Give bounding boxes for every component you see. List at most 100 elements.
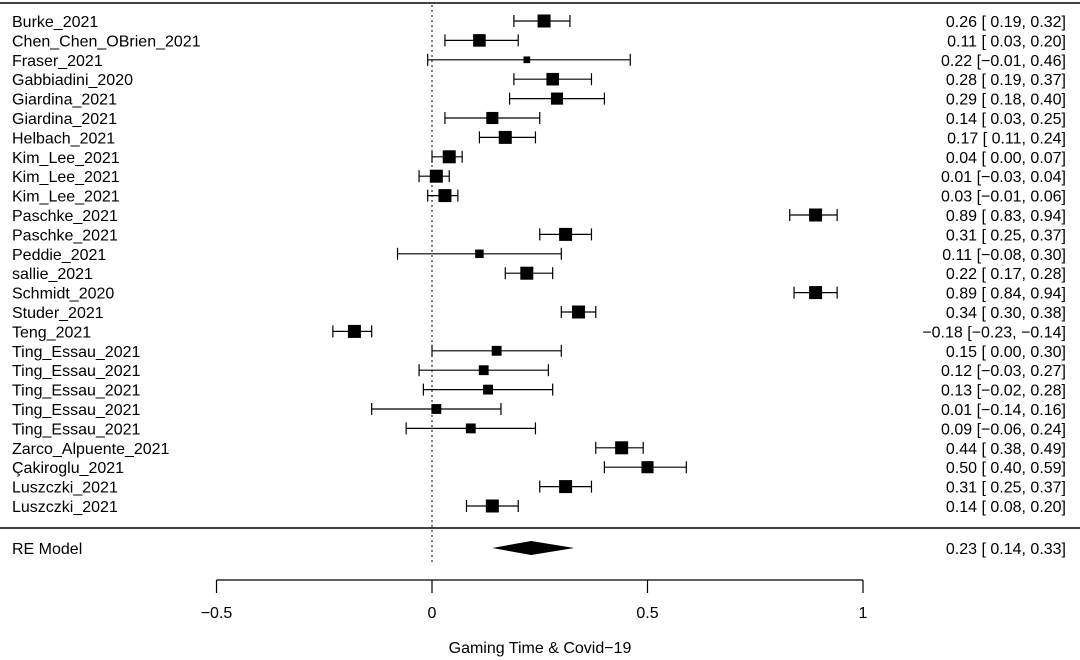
ci-value-label: 0.11 [−0.08, 0.30] (942, 247, 1066, 264)
study-row: Kim_Lee_2021 0.04 [ 0.00, 0.07] (12, 150, 1066, 167)
point-estimate (559, 480, 573, 494)
ci-value-label: 0.03 [−0.01, 0.06] (941, 189, 1066, 206)
study-label: Luszczki_2021 (12, 499, 118, 516)
study-row: Çakiroglu_2021 0.50 [ 0.40, 0.59] (12, 460, 1066, 477)
ci-value-label: 0.13 [−0.02, 0.28] (941, 383, 1066, 400)
point-estimate (475, 249, 484, 259)
study-row: Luszczki_2021 0.31 [ 0.25, 0.37] (12, 480, 1066, 497)
study-row: Luszczki_2021 0.14 [ 0.08, 0.20] (12, 499, 1066, 516)
point-estimate (465, 423, 476, 434)
study-label: Giardina_2021 (12, 111, 117, 128)
ci-value-label: 0.22 [ 0.17, 0.28] (946, 266, 1066, 283)
x-tick-label: −0.5 (201, 605, 233, 622)
study-label: Ting_Essau_2021 (12, 402, 140, 419)
ci-value-label: 0.44 [ 0.38, 0.49] (946, 441, 1066, 458)
point-estimate (809, 208, 823, 222)
study-label: Ting_Essau_2021 (12, 363, 140, 380)
point-estimate (438, 189, 452, 203)
study-label: Fraser_2021 (12, 53, 103, 70)
point-estimate (431, 404, 442, 414)
study-row: Ting_Essau_2021 0.15 [ 0.00, 0.30] (12, 344, 1066, 361)
x-tick-label: 0.5 (636, 605, 658, 622)
point-estimate (537, 14, 551, 28)
study-row: Helbach_2021 0.17 [ 0.11, 0.24] (12, 130, 1066, 147)
point-estimate (559, 227, 573, 241)
ci-value-label: 0.28 [ 0.19, 0.37] (946, 72, 1066, 89)
study-label: Schmidt_2020 (12, 286, 114, 303)
study-row: Teng_2021 −0.18 [−0.23, −0.14] (12, 324, 1066, 341)
ci-value-label: 0.01 [−0.03, 0.04] (941, 169, 1066, 186)
point-estimate (809, 286, 823, 300)
summary-ci-value-label: 0.23 [ 0.14, 0.33] (946, 541, 1066, 558)
study-label: Gabbiadini_2020 (12, 72, 133, 89)
ci-value-label: 0.26 [ 0.19, 0.32] (946, 14, 1066, 31)
study-row: Ting_Essau_2021 0.01 [−0.14, 0.16] (12, 402, 1066, 419)
study-label: Ting_Essau_2021 (12, 421, 140, 438)
ci-value-label: 0.17 [ 0.11, 0.24] (947, 130, 1066, 147)
study-label: sallie_2021 (12, 266, 93, 283)
ci-value-label: −0.18 [−0.23, −0.14] (922, 324, 1066, 341)
summary-diamond (492, 541, 575, 555)
study-row: Gabbiadini_2020 0.28 [ 0.19, 0.37] (12, 72, 1066, 89)
point-estimate (615, 441, 629, 455)
x-tick-label: 1 (859, 605, 868, 622)
point-estimate (520, 266, 534, 280)
point-estimate (478, 365, 489, 376)
point-estimate (483, 384, 493, 395)
ci-value-label: 0.22 [−0.01, 0.46] (941, 53, 1066, 70)
study-row: Paschke_2021 0.31 [ 0.25, 0.37] (12, 227, 1066, 244)
point-estimate (473, 34, 486, 47)
ci-value-label: 0.14 [ 0.08, 0.20] (946, 499, 1066, 516)
point-estimate (442, 150, 456, 164)
ci-value-label: 0.34 [ 0.30, 0.38] (946, 305, 1066, 322)
summary-label: RE Model (12, 541, 82, 558)
x-axis: −0.5 0 0.5 1 (201, 579, 868, 622)
study-row: Kim_Lee_2021 0.01 [−0.03, 0.04] (12, 169, 1066, 186)
point-estimate (550, 92, 564, 105)
study-row: Ting_Essau_2021 0.12 [−0.03, 0.27] (12, 363, 1066, 380)
ci-value-label: 0.50 [ 0.40, 0.59] (946, 460, 1066, 477)
study-label: Chen_Chen_OBrien_2021 (12, 33, 201, 50)
point-estimate (491, 345, 502, 356)
ci-value-label: 0.12 [−0.03, 0.27] (941, 363, 1066, 380)
study-label: Kim_Lee_2021 (12, 189, 120, 206)
point-estimate (523, 56, 531, 64)
study-rows: Burke_2021 0.26 [ 0.19, 0.32] Chen_Chen_OB… (12, 14, 1066, 516)
study-label: Luszczki_2021 (12, 480, 118, 497)
study-row: Chen_Chen_OBrien_2021 0.11 [ 0.03, 0.20] (12, 33, 1066, 50)
point-estimate (572, 305, 586, 319)
study-label: Çakiroglu_2021 (12, 460, 124, 477)
ci-value-label: 0.15 [ 0.00, 0.30] (946, 344, 1066, 361)
point-estimate (429, 169, 443, 183)
point-estimate (498, 130, 512, 144)
study-label: Ting_Essau_2021 (12, 383, 140, 400)
study-label: Studer_2021 (12, 305, 104, 322)
summary-row: RE Model 0.23 [ 0.14, 0.33] (12, 541, 1066, 558)
study-row: Fraser_2021 0.22 [−0.01, 0.46] (12, 53, 1066, 70)
study-row: Paschke_2021 0.89 [ 0.83, 0.94] (12, 208, 1066, 225)
study-label: Zarco_Alpuente_2021 (12, 441, 170, 458)
study-row: Giardina_2021 0.14 [ 0.03, 0.25] (12, 111, 1066, 128)
study-label: Kim_Lee_2021 (12, 169, 120, 186)
ci-value-label: 0.04 [ 0.00, 0.07] (946, 150, 1066, 167)
point-estimate (485, 499, 499, 513)
point-estimate (347, 324, 361, 338)
ci-value-label: 0.01 [−0.14, 0.16] (941, 402, 1066, 419)
study-row: Peddie_2021 0.11 [−0.08, 0.30] (12, 247, 1066, 264)
study-label: Giardina_2021 (12, 92, 117, 109)
x-tick-label: 0 (428, 605, 437, 622)
study-row: Giardina_2021 0.29 [ 0.18, 0.40] (12, 92, 1066, 109)
study-label: Burke_2021 (12, 14, 98, 31)
study-label: Teng_2021 (12, 324, 91, 341)
study-row: Studer_2021 0.34 [ 0.30, 0.38] (12, 305, 1066, 322)
point-estimate (546, 72, 559, 86)
study-label: Paschke_2021 (12, 227, 118, 244)
study-row: Zarco_Alpuente_2021 0.44 [ 0.38, 0.49] (12, 441, 1066, 458)
study-row: Burke_2021 0.26 [ 0.19, 0.32] (12, 14, 1066, 31)
ci-value-label: 0.09 [−0.06, 0.24] (941, 421, 1066, 438)
study-label: Paschke_2021 (12, 208, 118, 225)
study-row: Ting_Essau_2021 0.09 [−0.06, 0.24] (12, 421, 1066, 438)
x-axis-label: Gaming Time & Covid−19 (449, 640, 632, 657)
ci-value-label: 0.11 [ 0.03, 0.20] (947, 33, 1066, 50)
study-label: Ting_Essau_2021 (12, 344, 140, 361)
